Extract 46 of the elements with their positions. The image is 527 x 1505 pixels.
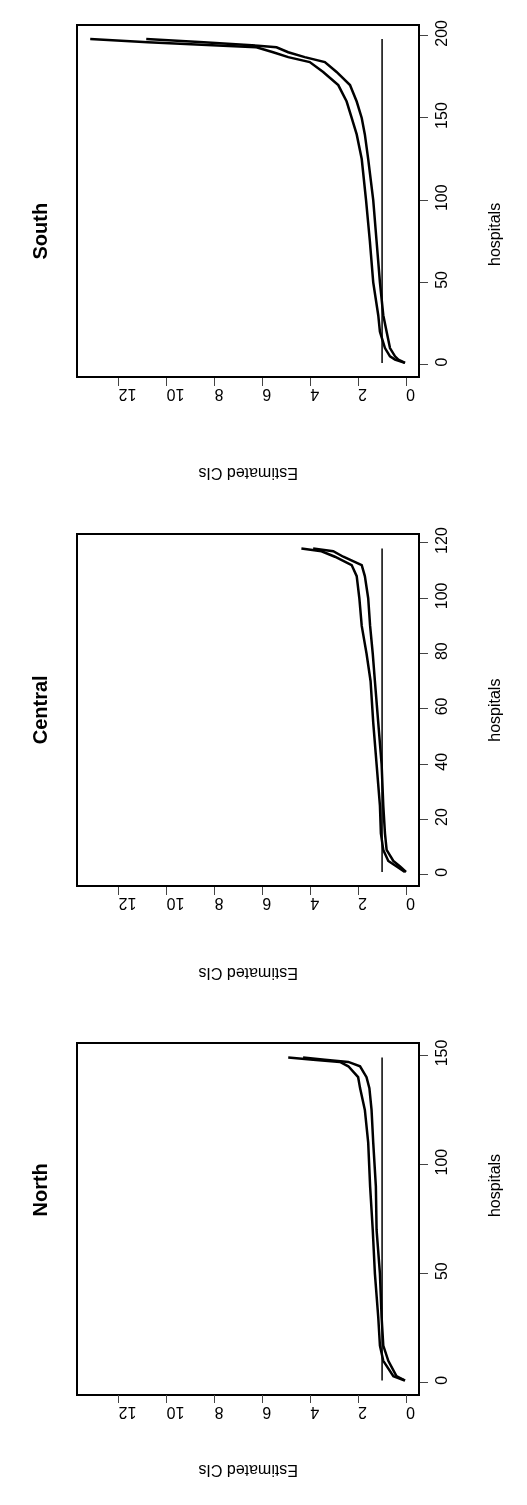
x-tick-label: 8 — [214, 1403, 224, 1421]
y-axis-title: hospitals — [486, 202, 504, 266]
x-tick-label: 12 — [118, 385, 137, 403]
y-tick-label: 120 — [432, 527, 450, 554]
x-tick-label: 12 — [118, 895, 137, 913]
y-tick-label: 0 — [432, 1375, 450, 1385]
y-tick-label: 200 — [432, 19, 450, 47]
x-axis-title: Estimated CIs — [198, 964, 298, 982]
x-tick-label: 2 — [358, 895, 368, 913]
x-axis-title: Estimated CIs — [198, 465, 298, 483]
y-tick-label: 100 — [432, 1148, 450, 1176]
x-tick-label: 6 — [262, 385, 272, 403]
y-tick-label: 100 — [432, 582, 450, 610]
x-tick-label: 12 — [118, 1403, 137, 1421]
x-tick-label: 10 — [166, 895, 185, 913]
y-tick-label: 150 — [432, 1039, 450, 1067]
y-tick-label: 50 — [432, 1262, 450, 1281]
x-tick-label: 2 — [358, 1403, 368, 1421]
x-tick-label: 4 — [310, 385, 320, 403]
text: North — [29, 1163, 52, 1217]
x-axis-title: Estimated CIs — [198, 1462, 298, 1480]
x-tick-label: 0 — [405, 1403, 415, 1421]
y-tick-label: 40 — [432, 752, 450, 771]
y-tick-label: 50 — [432, 270, 450, 289]
x-tick-label: 8 — [214, 385, 224, 403]
y-tick-label: 150 — [432, 102, 450, 129]
x-tick-label: 6 — [262, 1403, 272, 1421]
y-tick-label: 0 — [432, 867, 450, 877]
y-tick-label: 0 — [432, 357, 450, 367]
y-tick-label: 60 — [432, 697, 450, 716]
x-tick-label: 10 — [166, 385, 185, 403]
x-tick-label: 0 — [405, 385, 415, 403]
y-tick-label: 20 — [432, 808, 450, 826]
text: Central — [28, 675, 51, 745]
x-tick-label: 4 — [310, 1403, 320, 1421]
x-tick-label: 2 — [358, 385, 368, 403]
x-tick-label: 10 — [166, 1403, 185, 1421]
x-tick-label: 6 — [262, 895, 272, 913]
x-tick-label: 8 — [214, 895, 224, 913]
y-axis-title: hospitals — [485, 1153, 503, 1218]
y-axis-title: hospitals — [486, 678, 504, 742]
y-tick-label: 100 — [432, 184, 450, 212]
x-tick-label: 0 — [405, 895, 415, 913]
x-tick-label: 4 — [310, 895, 320, 913]
y-tick-label: 80 — [432, 642, 450, 661]
text: South — [28, 202, 51, 260]
